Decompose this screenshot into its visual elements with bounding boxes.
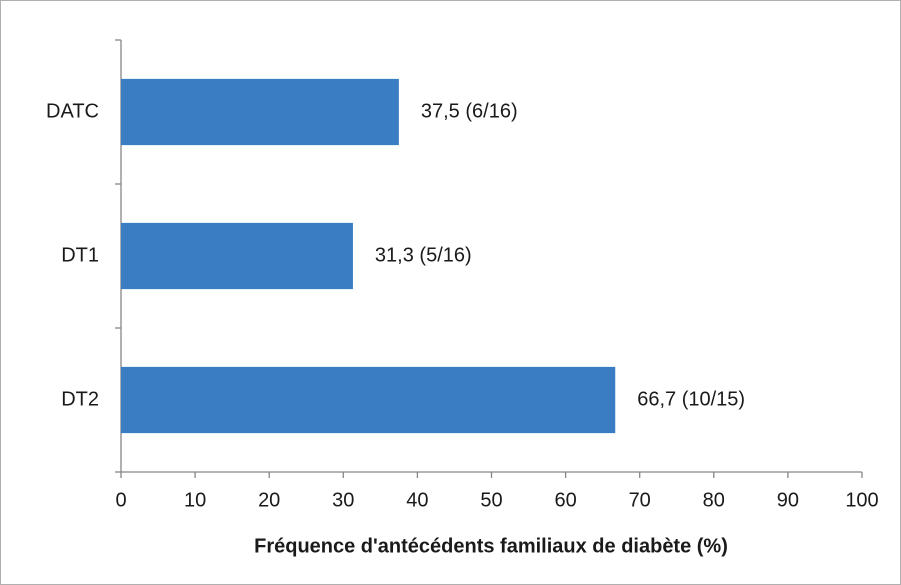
value-label: 66,7 (10/15) [637,388,745,410]
bar [121,78,399,146]
x-tick-label: 40 [406,489,428,511]
y-tick-label: DT1 [61,244,99,266]
bar [121,222,353,290]
x-tick-label: 0 [115,489,126,511]
x-tick-label: 70 [629,489,651,511]
x-axis-title: Fréquence d'antécédents familiaux de dia… [254,535,728,557]
x-tick-label: 90 [777,489,799,511]
y-tick-label: DATC [46,100,99,122]
x-tick-label: 20 [258,489,280,511]
y-tick-label: DT2 [61,388,99,410]
x-tick-label: 50 [480,489,502,511]
x-tick-label: 100 [845,489,878,511]
value-label: 37,5 (6/16) [421,100,518,122]
x-tick-label: 80 [703,489,725,511]
bar [121,366,616,434]
value-label: 31,3 (5/16) [375,244,472,266]
x-tick-label: 30 [332,489,354,511]
x-tick-label: 60 [554,489,576,511]
x-tick-label: 10 [184,489,206,511]
